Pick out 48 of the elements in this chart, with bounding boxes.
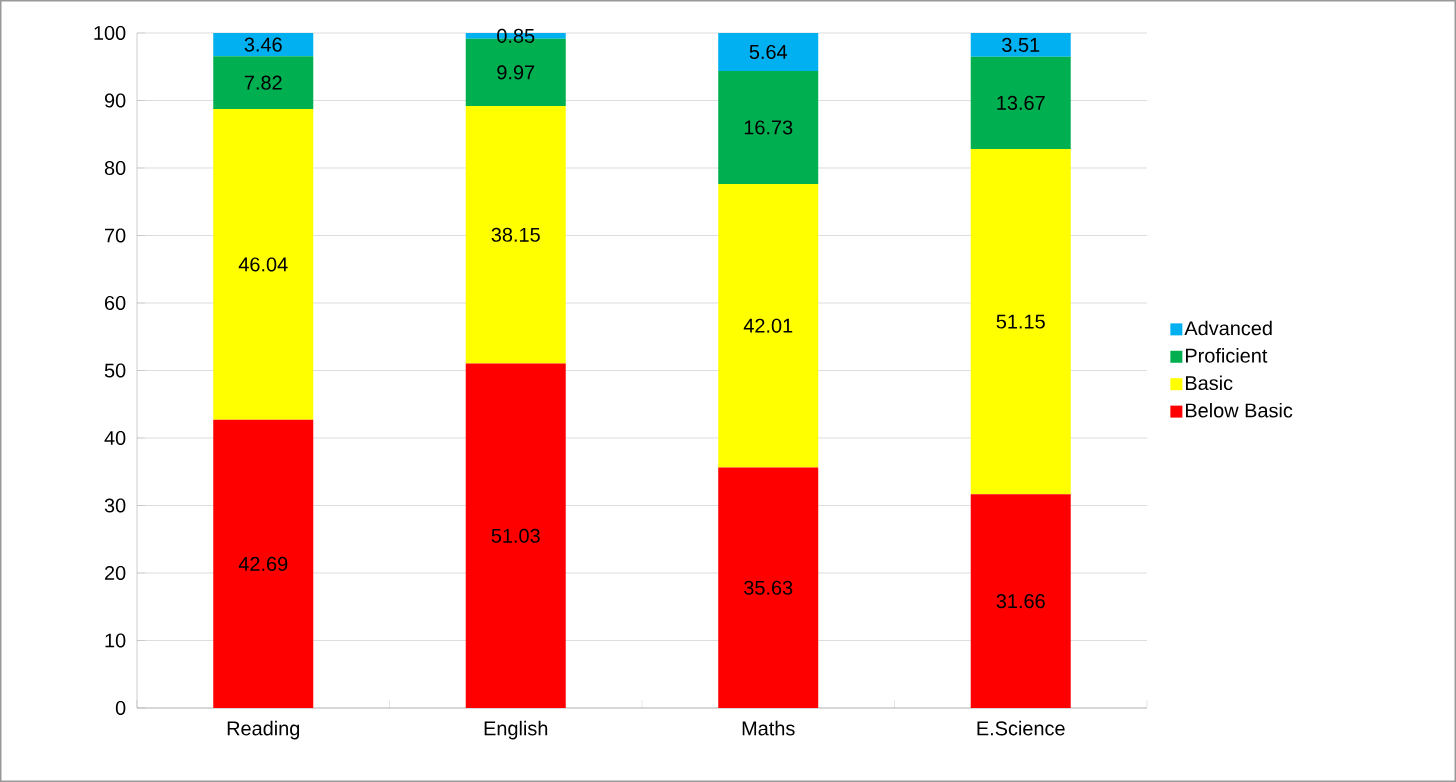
data-label: 42.01 bbox=[743, 318, 793, 333]
data-label: 38.15 bbox=[491, 227, 540, 242]
y-tick-label: 60 bbox=[105, 295, 126, 311]
bar bbox=[970, 56, 1071, 150]
y-tick-label: 80 bbox=[104, 160, 126, 176]
y-tick-label: 20 bbox=[105, 565, 126, 581]
bar bbox=[970, 149, 1071, 495]
y-tick-label: 50 bbox=[104, 363, 126, 378]
data-label: 3.51 bbox=[1002, 37, 1040, 52]
bar bbox=[213, 32, 314, 57]
y-tick-label: 40 bbox=[104, 430, 126, 446]
legend-label: Below Basic bbox=[1186, 402, 1293, 418]
data-label: 35.63 bbox=[744, 580, 793, 595]
x-tick-label: English bbox=[484, 720, 548, 740]
y-tick-label: 90 bbox=[104, 93, 126, 108]
bar bbox=[465, 363, 566, 708]
data-label: 7.82 bbox=[244, 75, 282, 90]
data-label: 51.15 bbox=[996, 314, 1045, 329]
data-label: 31.66 bbox=[996, 594, 1045, 609]
y-tick-label: 70 bbox=[105, 228, 126, 243]
bar bbox=[213, 419, 314, 708]
x-tick-label: Reading bbox=[227, 720, 300, 740]
legend-label: Proficient bbox=[1186, 348, 1268, 363]
bar bbox=[718, 183, 819, 468]
data-label: 9.97 bbox=[497, 65, 535, 80]
data-label: 3.46 bbox=[244, 37, 282, 52]
y-tick-label: 10 bbox=[105, 633, 126, 648]
data-label: 51.03 bbox=[491, 528, 540, 543]
bar bbox=[213, 109, 314, 420]
data-label: 16.73 bbox=[744, 120, 793, 135]
data-label: 42.69 bbox=[238, 556, 288, 571]
bar bbox=[465, 106, 566, 364]
bar bbox=[718, 70, 819, 184]
bar bbox=[970, 494, 1071, 708]
y-tick-label: 100 bbox=[94, 25, 126, 41]
legend-label: Basic bbox=[1186, 375, 1233, 391]
y-tick-label: 0 bbox=[115, 700, 126, 716]
bar bbox=[970, 33, 1071, 57]
data-label: 5.64 bbox=[749, 44, 788, 59]
data-label: 46.04 bbox=[238, 257, 288, 272]
bar bbox=[718, 32, 819, 71]
bar bbox=[213, 56, 314, 110]
bar bbox=[718, 467, 819, 708]
y-tick-label: 30 bbox=[104, 498, 126, 513]
x-tick-label: Maths bbox=[742, 720, 795, 736]
legend-label: Advanced bbox=[1184, 320, 1272, 336]
data-label: 13.67 bbox=[997, 95, 1045, 110]
x-tick-label: E.Science bbox=[977, 720, 1065, 736]
